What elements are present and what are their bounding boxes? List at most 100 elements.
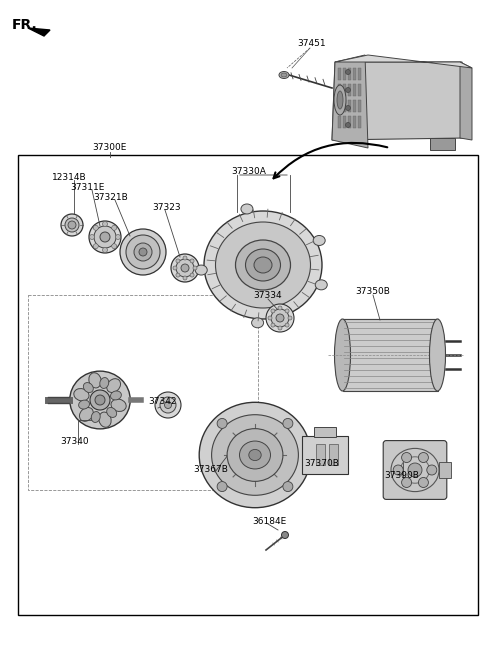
Polygon shape (28, 28, 50, 36)
Bar (338, 68, 341, 80)
Circle shape (271, 323, 275, 327)
Circle shape (112, 244, 117, 249)
Circle shape (281, 532, 288, 539)
Ellipse shape (216, 222, 311, 308)
Bar (358, 116, 361, 128)
FancyBboxPatch shape (383, 441, 447, 499)
Bar (348, 116, 351, 128)
Circle shape (346, 70, 350, 74)
Circle shape (402, 453, 412, 463)
Text: 37451: 37451 (297, 39, 325, 47)
Bar (313, 426, 336, 437)
Ellipse shape (79, 400, 89, 409)
Text: 37350B: 37350B (355, 286, 390, 296)
Text: 37311E: 37311E (70, 183, 104, 191)
Ellipse shape (91, 411, 100, 422)
Bar (18, 155, 478, 615)
Circle shape (89, 235, 95, 240)
Ellipse shape (110, 391, 121, 400)
Ellipse shape (165, 401, 171, 409)
Ellipse shape (240, 441, 271, 469)
Circle shape (393, 465, 403, 475)
Ellipse shape (313, 235, 325, 246)
Ellipse shape (236, 240, 290, 290)
Ellipse shape (90, 390, 110, 410)
Ellipse shape (276, 314, 284, 322)
Bar (353, 68, 356, 80)
Ellipse shape (271, 309, 289, 327)
Circle shape (103, 248, 108, 252)
Circle shape (346, 87, 350, 93)
Bar (343, 319, 437, 391)
Ellipse shape (100, 232, 110, 242)
Bar (358, 84, 361, 96)
Bar (28, 295, 258, 490)
Ellipse shape (279, 72, 289, 78)
Text: 37340: 37340 (60, 436, 89, 445)
Circle shape (183, 276, 187, 280)
Circle shape (93, 225, 98, 231)
Circle shape (193, 266, 197, 270)
Bar (338, 84, 341, 96)
Bar (353, 84, 356, 96)
Circle shape (278, 326, 282, 330)
Ellipse shape (80, 407, 93, 421)
Bar (343, 84, 346, 96)
Ellipse shape (84, 382, 93, 392)
Ellipse shape (337, 91, 343, 109)
Ellipse shape (335, 319, 350, 391)
Circle shape (283, 419, 293, 428)
Ellipse shape (139, 248, 147, 256)
Bar (338, 100, 341, 112)
Ellipse shape (160, 397, 176, 413)
Text: 37334: 37334 (253, 292, 282, 300)
Text: 37367B: 37367B (193, 466, 228, 474)
Ellipse shape (107, 378, 120, 392)
Circle shape (283, 482, 293, 491)
Ellipse shape (99, 412, 111, 427)
Bar (358, 68, 361, 80)
Circle shape (190, 259, 194, 263)
Ellipse shape (266, 304, 294, 332)
Ellipse shape (126, 235, 160, 269)
Ellipse shape (430, 319, 445, 391)
Circle shape (176, 273, 180, 277)
Bar (302, 436, 348, 474)
Ellipse shape (199, 402, 311, 508)
Circle shape (419, 478, 428, 487)
Bar (338, 116, 341, 128)
Circle shape (408, 463, 422, 477)
Circle shape (346, 122, 350, 127)
Circle shape (271, 309, 275, 313)
Ellipse shape (176, 259, 194, 277)
Ellipse shape (94, 226, 116, 248)
Circle shape (112, 225, 117, 231)
Circle shape (183, 256, 187, 260)
Bar (329, 443, 338, 464)
Circle shape (190, 273, 194, 277)
Circle shape (288, 316, 292, 320)
Text: FR.: FR. (12, 18, 38, 32)
Ellipse shape (74, 388, 89, 401)
Circle shape (93, 244, 98, 249)
Circle shape (402, 478, 412, 487)
Bar (343, 68, 346, 80)
Circle shape (217, 419, 227, 428)
Ellipse shape (171, 254, 199, 282)
Bar (439, 462, 451, 478)
Ellipse shape (181, 264, 189, 272)
Circle shape (116, 235, 120, 240)
Text: 36184E: 36184E (252, 516, 286, 526)
Circle shape (285, 309, 289, 313)
Ellipse shape (100, 378, 109, 388)
Bar (348, 84, 351, 96)
Circle shape (419, 453, 428, 463)
Text: 37323: 37323 (152, 202, 180, 212)
Text: 37342: 37342 (148, 397, 177, 405)
Ellipse shape (281, 73, 287, 77)
Polygon shape (460, 62, 472, 140)
Ellipse shape (252, 318, 264, 328)
Ellipse shape (241, 204, 253, 214)
Ellipse shape (65, 218, 79, 232)
Ellipse shape (70, 371, 130, 429)
